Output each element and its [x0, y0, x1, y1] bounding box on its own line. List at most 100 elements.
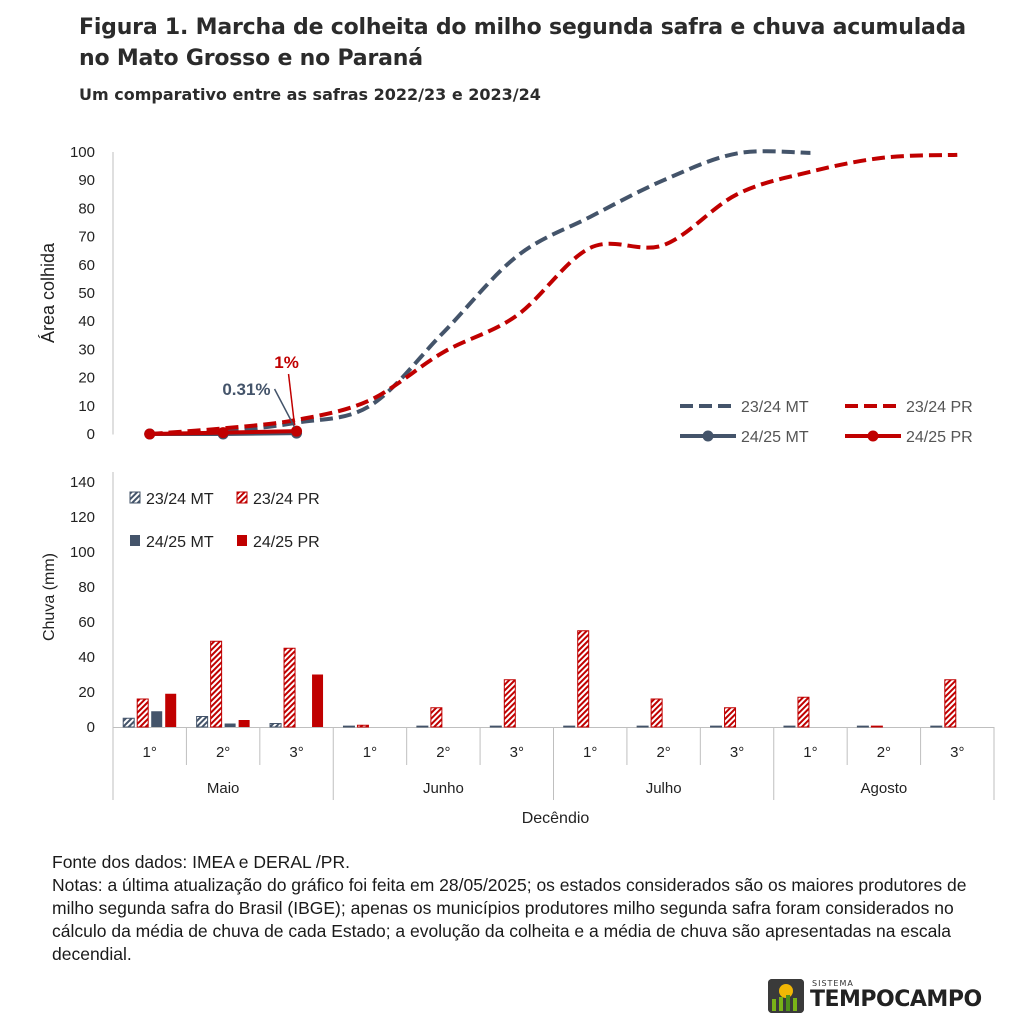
legend-swatch — [130, 535, 140, 546]
notes-block: Fonte dos dados: IMEA e DERAL /PR. Notas… — [52, 851, 992, 966]
y-tick-label: 40 — [78, 649, 95, 666]
annotation-label: 1% — [274, 353, 299, 372]
legend-item: 24/25 MT — [130, 534, 214, 551]
series-point — [144, 428, 156, 440]
y-tick-label: 40 — [78, 313, 95, 330]
bar-23-24-mt — [489, 725, 502, 728]
y-tick-label: 20 — [78, 370, 95, 387]
x-axis-label: Decêndio — [522, 810, 590, 827]
bar-23-24-mt — [563, 725, 576, 728]
legend-swatch — [237, 535, 247, 546]
tempocampo-logo: SISTEMA TEMPOCAMPO — [768, 976, 982, 1016]
bar-23-24-pr — [136, 698, 149, 728]
y-tick-label: 30 — [78, 341, 95, 358]
y-tick-label: 120 — [70, 509, 95, 526]
bar-23-24-mt — [710, 725, 723, 728]
series-line-23-24-pr — [149, 152, 958, 436]
legend-item: 23/24 PR — [845, 399, 973, 416]
legend-item: 24/25 MT — [680, 429, 809, 446]
bar-23-24-mt — [416, 725, 429, 728]
logo-icon — [768, 979, 804, 1013]
bar-23-24-pr — [797, 696, 810, 728]
x-tick-label: 3° — [289, 744, 303, 761]
x-tick-label: 1° — [363, 744, 377, 761]
y-tick-label: 100 — [70, 544, 95, 561]
legend-label: 23/24 MT — [146, 491, 214, 508]
x-tick-label: 2° — [877, 744, 891, 761]
series-point — [291, 425, 303, 437]
annotation-label: 0.31% — [222, 380, 270, 399]
y-tick-label: 60 — [78, 614, 95, 631]
y-axis-label: Área colhida — [38, 242, 58, 343]
y-tick-label: 90 — [78, 172, 95, 189]
y-axis-label: Chuva (mm) — [41, 553, 58, 641]
y-tick-label: 0 — [87, 426, 95, 443]
bar-23-24-pr — [503, 679, 516, 728]
x-tick-label: 1° — [143, 744, 157, 761]
bar-23-24-pr — [724, 707, 737, 728]
bar-24-25-mt — [224, 723, 236, 727]
legend-label: 24/25 MT — [146, 534, 214, 551]
x-tick-label: 3° — [730, 744, 744, 761]
annotation-leader — [287, 373, 296, 426]
x-tick-label: 3° — [510, 744, 524, 761]
notes-text: Notas: a última atualização do gráfico f… — [52, 875, 967, 964]
y-tick-label: 100 — [70, 144, 95, 161]
legend-label: 24/25 MT — [741, 429, 809, 446]
bar-23-24-pr — [944, 679, 957, 728]
bar-23-24-mt — [342, 725, 355, 728]
x-tick-label: 2° — [656, 744, 670, 761]
bar-23-24-pr — [870, 725, 883, 728]
legend-swatch — [236, 491, 248, 504]
logo-small-text: SISTEMA — [812, 979, 854, 988]
bar-23-24-mt — [636, 725, 649, 728]
harvest-line-chart: 0 10 20 30 40 50 60 70 80 90 100 Área colhida 0.31%1… — [38, 144, 973, 446]
bar-24-25-pr — [312, 674, 324, 727]
x-tick-label: 1° — [583, 744, 597, 761]
month-label: Junho — [423, 780, 464, 797]
y-tick-label: 80 — [78, 200, 95, 217]
y-tick-label: 50 — [78, 285, 95, 302]
bar-24-25-mt — [151, 711, 163, 727]
bar-23-24-pr — [356, 724, 369, 728]
y-tick-label: 140 — [70, 474, 95, 491]
legend-item: 23/24 MT — [129, 491, 214, 508]
legend-label: 23/24 PR — [906, 399, 973, 416]
bar-23-24-mt — [783, 725, 796, 728]
legend-label: 24/25 PR — [253, 534, 320, 551]
bar-23-24-mt — [196, 716, 209, 728]
series-line-23-24-mt — [149, 149, 811, 436]
bar-24-25-pr — [165, 693, 177, 727]
bar-23-24-mt — [122, 717, 135, 728]
bar-23-24-pr — [650, 698, 663, 728]
chart-subtitle: Um comparativo entre as safras 2022/23 e… — [79, 85, 541, 104]
bar-23-24-pr — [283, 647, 296, 728]
y-tick-label: 70 — [78, 229, 95, 246]
y-tick-label: 80 — [78, 579, 95, 596]
legend-item: 23/24 MT — [680, 399, 809, 416]
bar-23-24-pr — [430, 707, 443, 728]
bar-23-24-mt — [856, 725, 869, 728]
legend-label: 23/24 PR — [253, 491, 320, 508]
bar-23-24-pr — [577, 630, 590, 728]
legend-item: 24/25 PR — [845, 429, 973, 446]
month-label: Maio — [207, 780, 240, 797]
bar-24-25-pr — [238, 720, 250, 727]
bar-23-24-mt — [930, 725, 943, 728]
legend-label: 23/24 MT — [741, 399, 809, 416]
legend-item: 23/24 PR — [236, 491, 320, 508]
x-tick-label: 1° — [803, 744, 817, 761]
source-note: Fonte dos dados: IMEA e DERAL /PR. — [52, 852, 350, 872]
logo-big-text: TEMPOCAMPO — [810, 987, 982, 1012]
month-label: Agosto — [861, 780, 908, 797]
legend-label: 24/25 PR — [906, 429, 973, 446]
legend-swatch — [129, 491, 141, 504]
x-tick-label: 2° — [436, 744, 450, 761]
series-point — [217, 427, 229, 439]
y-tick-label: 10 — [78, 398, 95, 415]
month-label: Julho — [646, 780, 682, 797]
y-tick-label: 20 — [78, 684, 95, 701]
rain-bar-chart: 0 20 40 60 80 100 120 140 Chuva (mm) 1° 2° 3° 1° 2° 3°… — [41, 472, 995, 827]
legend-marker — [702, 430, 714, 442]
